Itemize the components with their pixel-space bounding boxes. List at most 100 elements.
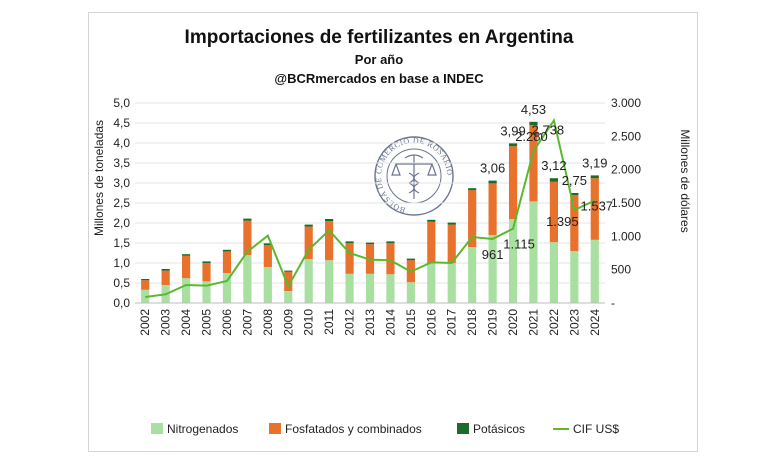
y2-axis-title: Millones de dólares <box>678 129 692 232</box>
bar-nitrogenados-2011 <box>325 260 334 303</box>
y-tick-label: 0,0 <box>113 296 130 310</box>
line-label-2020: 1.115 <box>503 237 535 252</box>
y-tick-label: 0,5 <box>113 276 130 290</box>
axes: 0,0 0,5 1,0 1,5 2,0 2,5 3,0 3,5 4,0 4,5 5,0 - 500 1.0… <box>113 96 641 336</box>
total-label-2024: 3,19 <box>582 155 607 170</box>
x-tick-label: 2020 <box>506 309 520 336</box>
bar-pot-sicos-2006 <box>222 249 232 252</box>
y2-tick-label: 1.500 <box>611 196 641 210</box>
legend-label: Potásicos <box>473 422 525 436</box>
x-tick-label: 2008 <box>261 309 275 336</box>
bar-fosfatados-y-combinados-2017 <box>447 224 456 263</box>
x-tick-label: 2017 <box>445 309 459 336</box>
y-tick-label: 4,0 <box>113 136 130 150</box>
line-label-2024: 1.537 <box>581 199 614 214</box>
bar-pot-sicos-2009 <box>284 270 293 272</box>
bar-pot-sicos-2003 <box>161 269 170 271</box>
bar-pot-sicos-2012 <box>345 241 354 243</box>
chart-subtitle: Por año <box>355 52 403 67</box>
bar-pot-sicos-2017 <box>447 222 456 225</box>
bar-series <box>141 121 599 303</box>
legend-swatch <box>457 423 469 434</box>
y2-tick-label: 2.500 <box>611 129 641 143</box>
legend-label: Nitrogenados <box>167 422 238 436</box>
x-tick-label: 2023 <box>567 309 581 336</box>
bar-pot-sicos-2010 <box>304 224 313 227</box>
y2-tick-label: 3.000 <box>611 96 641 110</box>
gridlines <box>135 102 605 284</box>
bar-nitrogenados-2019 <box>488 235 497 303</box>
bar-fosfatados-y-combinados-2014 <box>386 243 395 275</box>
bar-pot-sicos-2023 <box>570 193 579 195</box>
x-tick-label: 2024 <box>588 309 602 336</box>
bar-nitrogenados-2013 <box>365 273 375 303</box>
bar-pot-sicos-2014 <box>386 241 395 243</box>
line-series <box>145 117 596 298</box>
x-tick-label: 2014 <box>383 309 397 336</box>
y2-tick-label: - <box>611 296 615 310</box>
legend-label: Fosfatados y combinados <box>285 422 422 436</box>
bar-fosfatados-y-combinados-2003 <box>161 270 170 285</box>
bar-fosfatados-y-combinados-2007 <box>243 220 252 255</box>
chart: Importaciones de fertilizantes en Argent… <box>92 27 692 436</box>
legend-swatch <box>151 423 163 434</box>
bar-pot-sicos-2004 <box>182 254 191 256</box>
bar-nitrogenados-2006 <box>222 273 232 303</box>
x-tick-label: 2019 <box>486 309 500 336</box>
bar-fosfatados-y-combinados-2018 <box>468 190 477 247</box>
bar-fosfatados-y-combinados-2020 <box>508 146 518 219</box>
y-axis-title: Millones de toneladas <box>92 120 106 236</box>
bar-pot-sicos-2013 <box>365 242 375 245</box>
chart-source: @BCRmercados en base a INDEC <box>274 71 484 86</box>
x-tick-label: 2006 <box>220 309 234 336</box>
x-tick-label: 2003 <box>159 309 173 336</box>
legend: Nitrogenados Fosfatados y combinados Potás… <box>151 422 619 436</box>
y-tick-label: 1,0 <box>113 256 130 270</box>
x-tick-label: 2022 <box>547 309 561 336</box>
line-cif-us <box>145 117 596 298</box>
bar-nitrogenados-2004 <box>182 278 191 303</box>
y-tick-label: 4,5 <box>113 116 130 130</box>
y-tick-label: 2,5 <box>113 196 130 210</box>
bar-nitrogenados-2023 <box>570 251 579 303</box>
caduceus-scales-icon <box>391 154 437 199</box>
bar-nitrogenados-2021 <box>529 201 538 303</box>
x-tick-label: 2002 <box>138 309 152 336</box>
bar-fosfatados-y-combinados-2004 <box>182 255 191 279</box>
total-label-2019: 3,06 <box>480 161 505 176</box>
y2-tick-label: 500 <box>611 263 631 277</box>
bar-pot-sicos-2005 <box>202 261 211 263</box>
x-tick-label: 2007 <box>240 309 254 336</box>
x-tick-label: 2015 <box>404 309 418 336</box>
x-tick-label: 2009 <box>281 309 295 336</box>
bar-pot-sicos-2019 <box>488 180 497 184</box>
y-tick-label: 5,0 <box>113 96 130 110</box>
bar-fosfatados-y-combinados-2010 <box>304 226 313 259</box>
y-tick-label: 2,0 <box>113 216 130 230</box>
legend-swatch <box>269 423 281 434</box>
bar-fosfatados-y-combinados-2009 <box>284 271 293 291</box>
bar-fosfatados-y-combinados-2011 <box>325 221 334 261</box>
bar-nitrogenados-2020 <box>508 219 518 303</box>
total-label-2022: 3,12 <box>541 158 566 173</box>
total-label-2021: 4,53 <box>521 102 546 117</box>
line-label-2022: 2.738 <box>532 122 565 137</box>
x-tick-label: 2010 <box>302 309 316 336</box>
bar-pot-sicos-2007 <box>243 218 252 221</box>
chart-frame: Importaciones de fertilizantes en Argent… <box>88 12 698 452</box>
bar-nitrogenados-2007 <box>243 255 252 303</box>
bar-pot-sicos-2015 <box>406 258 415 261</box>
bar-nitrogenados-2005 <box>202 281 211 303</box>
bar-fosfatados-y-combinados-2005 <box>202 263 211 282</box>
y2-tick-label: 1.000 <box>611 229 641 243</box>
x-tick-label: 2011 <box>322 309 336 335</box>
bar-nitrogenados-2008 <box>263 267 272 303</box>
bar-fosfatados-y-combinados-2023 <box>570 195 579 251</box>
bar-fosfatados-y-combinados-2024 <box>590 178 599 240</box>
total-label-2023: 2,75 <box>562 173 587 188</box>
bar-pot-sicos-2024 <box>590 175 599 179</box>
line-label-2019: 961 <box>482 247 504 262</box>
bar-pot-sicos-2020 <box>508 143 518 147</box>
y-tick-label: 1,5 <box>113 236 130 250</box>
